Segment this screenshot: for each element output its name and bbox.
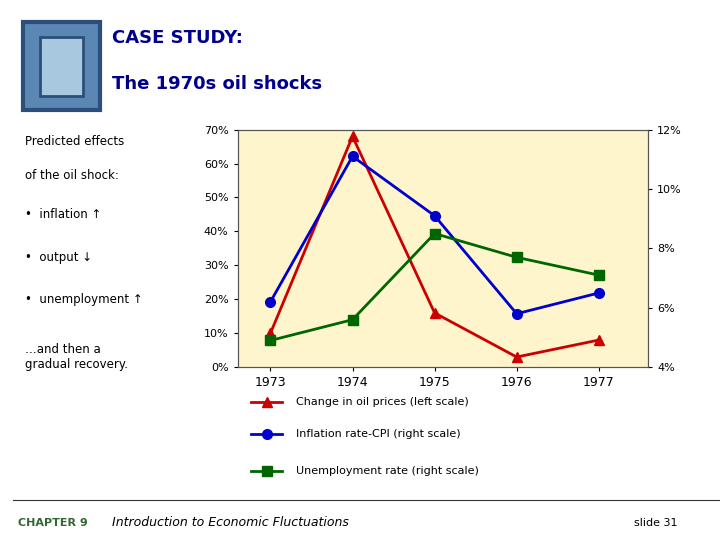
Text: Inflation rate-CPI (right scale): Inflation rate-CPI (right scale) (296, 429, 460, 439)
Text: of the oil shock:: of the oil shock: (24, 169, 119, 182)
Text: •  inflation ↑: • inflation ↑ (24, 208, 101, 221)
Text: •  output ↓: • output ↓ (24, 251, 91, 264)
FancyBboxPatch shape (40, 37, 83, 96)
Text: Unemployment rate (right scale): Unemployment rate (right scale) (296, 466, 479, 476)
Text: CHAPTER 9: CHAPTER 9 (18, 517, 88, 528)
Text: Introduction to Economic Fluctuations: Introduction to Economic Fluctuations (112, 516, 348, 529)
Text: slide 31: slide 31 (634, 517, 677, 528)
Text: CASE STUDY:: CASE STUDY: (112, 29, 243, 48)
Text: Change in oil prices (left scale): Change in oil prices (left scale) (296, 397, 469, 407)
Text: •  unemployment ↑: • unemployment ↑ (24, 293, 143, 306)
Text: The 1970s oil shocks: The 1970s oil shocks (112, 75, 322, 92)
Text: Predicted effects: Predicted effects (24, 136, 124, 148)
FancyBboxPatch shape (23, 22, 101, 110)
Text: …and then a
gradual recovery.: …and then a gradual recovery. (24, 343, 127, 371)
